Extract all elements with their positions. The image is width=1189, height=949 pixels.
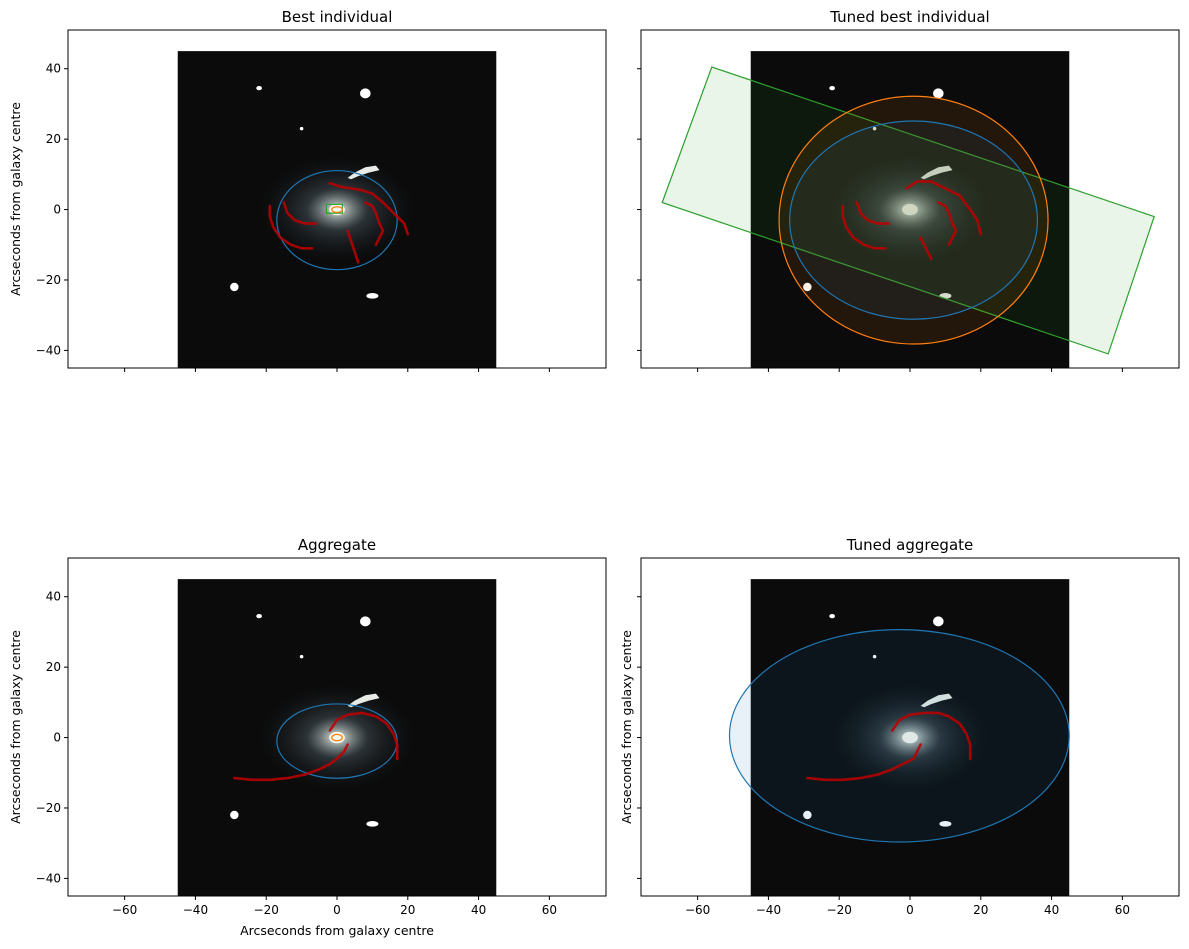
foreground-star: [803, 810, 812, 820]
panel-title: Tuned aggregate: [846, 536, 974, 554]
y-tick-label: 20: [46, 132, 61, 146]
spiral-arm: [806, 743, 922, 782]
spiral-arm: [328, 711, 399, 760]
panel-best-individual: Best individual −40 −20 0 20 40 Arcseconds f…: [8, 8, 607, 372]
bar-component: [661, 66, 1155, 355]
foreground-star: [256, 613, 262, 619]
x-axis-label: Arcseconds from galaxy centre: [240, 923, 434, 938]
spiral-arm: [937, 201, 958, 247]
foreground-star: [360, 88, 371, 99]
foreground-star: [933, 88, 944, 99]
spiral-arm: [841, 204, 887, 250]
galaxy-core: [902, 203, 918, 216]
spiral-arm: [268, 204, 314, 250]
x-tick-label: 0: [906, 903, 914, 917]
bright-wisp: [920, 165, 953, 180]
panel-aggregate: Aggregate −40 −20 0 20 40 −60 −40 −20 0 20 40 60 A…: [8, 536, 607, 938]
x-tick-label: −40: [756, 903, 781, 917]
foreground-star: [829, 613, 835, 619]
xtick-labels: −60 −40 −20 0 20 40 60: [685, 903, 1130, 917]
y-tick-label: 40: [46, 62, 61, 76]
bright-wisp: [347, 693, 380, 708]
disk-component: [728, 629, 1070, 843]
x-tick-label: 0: [333, 903, 341, 917]
x-tick-label: −60: [112, 903, 137, 917]
bright-wisp: [347, 165, 380, 180]
y-tick-label: 0: [53, 731, 61, 745]
foreground-star: [939, 820, 952, 827]
y-tick-label: 40: [46, 590, 61, 604]
y-tick-label: −20: [36, 273, 61, 287]
foreground-star: [872, 654, 877, 659]
y-tick-label: −20: [36, 801, 61, 815]
x-tick-label: 60: [1115, 903, 1130, 917]
spiral-arm: [346, 229, 360, 264]
y-axis-label: Arcseconds from galaxy centre: [619, 630, 634, 824]
foreground-star: [360, 616, 371, 627]
x-tick-label: 60: [542, 903, 557, 917]
ytick-labels: −40 −20 0 20 40: [36, 590, 61, 886]
x-tick-label: −40: [183, 903, 208, 917]
foreground-star: [829, 85, 835, 91]
spiral-arm: [919, 236, 933, 261]
plot-area: [637, 557, 1180, 900]
panel-tuned-best-individual: Tuned best individual: [637, 8, 1180, 372]
x-tick-label: −20: [827, 903, 852, 917]
ytick-labels: −40 −20 0 20 40: [36, 62, 61, 358]
plot-content: [177, 579, 497, 896]
spiral-arm: [233, 743, 349, 782]
disk-component: [778, 95, 1049, 345]
y-tick-label: −40: [36, 871, 61, 885]
bulge-component: [331, 733, 343, 742]
bright-wisp: [920, 693, 953, 708]
spiral-arm: [282, 201, 318, 225]
plot-content: [177, 51, 497, 368]
y-axis-label: Arcseconds from galaxy centre: [8, 102, 23, 296]
x-tick-label: −60: [685, 903, 710, 917]
panel-title: Best individual: [282, 8, 393, 26]
panel-title: Tuned best individual: [829, 8, 989, 26]
spiral-arm: [328, 181, 410, 236]
y-tick-label: 0: [53, 203, 61, 217]
spiral-arm: [905, 180, 983, 236]
foreground-star: [299, 126, 304, 131]
foreground-star: [366, 292, 379, 299]
spiral-arm: [364, 201, 385, 247]
y-tick-label: −40: [36, 343, 61, 357]
foreground-star: [933, 616, 944, 627]
plot-area: [64, 557, 607, 900]
bar-component: [325, 203, 343, 214]
spiral-arm: [855, 201, 891, 225]
plot-area: [637, 29, 1180, 372]
plot-content: [661, 51, 1155, 368]
y-tick-label: 20: [46, 660, 61, 674]
foreground-star: [299, 654, 304, 659]
disk-component: [276, 169, 398, 271]
plot-content: [728, 579, 1070, 896]
spiral-arm: [891, 711, 972, 760]
foreground-star: [872, 126, 877, 131]
galaxy-core: [902, 731, 918, 744]
xtick-labels: −60 −40 −20 0 20 40 60: [112, 903, 557, 917]
x-tick-label: 20: [973, 903, 988, 917]
y-axis-label: Arcseconds from galaxy centre: [8, 630, 23, 824]
bulge-component: [789, 120, 1039, 320]
x-tick-label: −20: [254, 903, 279, 917]
x-tick-label: 20: [400, 903, 415, 917]
foreground-star: [256, 85, 262, 91]
foreground-star: [803, 282, 812, 292]
foreground-star: [230, 810, 239, 820]
foreground-star: [366, 820, 379, 827]
foreground-star: [230, 282, 239, 292]
x-tick-label: 40: [1044, 903, 1059, 917]
panel-tuned-aggregate: Tuned aggregate −60 −40 −20 0 20 40 60 Arcseco…: [619, 536, 1180, 917]
panel-title: Aggregate: [298, 536, 376, 554]
x-tick-label: 40: [471, 903, 486, 917]
bulge-component: [331, 206, 343, 213]
plot-area: [64, 29, 607, 372]
